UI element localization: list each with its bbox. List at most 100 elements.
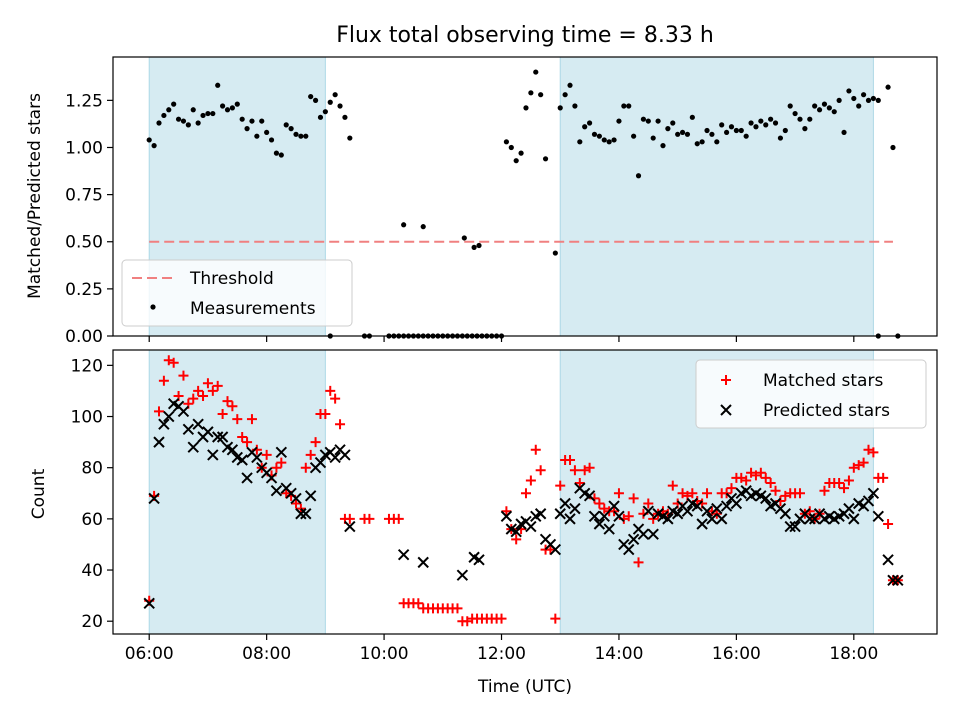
matched-star-point [232,414,243,425]
measurement-point [640,116,647,122]
predicted-star-point [715,513,728,525]
measurement-point [826,105,832,111]
measurement-point [890,144,896,151]
measurement-point [719,122,725,128]
predicted-star-point [554,508,566,520]
predicted-star-point [207,449,219,461]
predicted-star-point [202,426,214,438]
measurement-point [234,101,240,107]
measurement-point [601,137,607,143]
matched-star-point [858,457,869,468]
matched-star-point [217,408,228,419]
measurement-point [738,127,744,134]
matched-star-point [741,475,752,486]
predicted-star-point [148,492,160,505]
matched-star-point [168,357,179,368]
predicted-star-point [691,500,703,512]
matched-star-point [364,513,375,524]
matched-star-point [212,380,223,391]
measurement-point [567,82,573,88]
matched-star-point [207,385,218,396]
predicted-star-point [163,410,175,423]
measurement-point [268,137,275,143]
matched-star-point [609,506,620,517]
measurement-point [572,103,578,109]
measurement-point [807,116,813,122]
matched-star-point [819,485,830,496]
matched-star-point [227,401,238,412]
predicted-star-point [867,487,880,499]
measurement-point [875,97,881,103]
predicted-star-point [720,500,733,512]
measurement-point [679,129,686,136]
measurement-point [851,95,857,102]
measurement-point [777,135,784,141]
measurement-point [782,127,788,134]
predicted-star-point [241,472,253,484]
measurement-point [684,131,691,137]
predicted-star-point [789,520,801,533]
bottom-panel-ytick-label: 120 [71,356,103,376]
measurement-point [616,118,622,124]
matched-star-point [153,406,164,417]
measurement-point [185,122,191,128]
measurement-point [635,173,642,179]
legend-predicted-label: Predicted stars [763,401,890,421]
predicted-star-point [212,431,224,443]
measurement-point [699,139,705,145]
measurement-point [200,112,206,119]
matched-star-point [584,462,595,473]
bottom-panel-frame [112,349,938,635]
bottom-panel-xtick-label: 12:00 [477,644,526,664]
measurement-point [797,116,803,122]
predicted-star-point [534,508,547,520]
measurement-point [626,103,632,109]
matched-star-point [325,385,336,396]
matched-star-point [868,447,879,458]
measurement-point [723,129,730,136]
measurement-point [689,114,695,120]
predicted-star-point [456,569,469,581]
matched-star-point [242,437,253,448]
bottom-panel-xtick-label: 08:00 [242,644,291,664]
measurement-point [714,139,720,145]
measurement-point [865,97,872,103]
predicted-star-point [304,490,317,502]
measurement-point [420,224,426,230]
bottom-panel-xtick-label: 18:00 [829,644,878,664]
measurement-point [728,124,735,130]
bottom-panel: 20 40 60 80 100 120 06:00 08:00 10:00 12:00 14:00 1… [71,349,938,664]
matched-star-point [520,488,531,499]
predicted-star-point [588,510,601,523]
matched-star-point [330,393,341,404]
matched-star-point [295,503,306,514]
measurement-point [645,118,651,124]
predicted-star-point [251,451,263,464]
predicted-star-point [500,510,513,523]
matched-star-point [198,391,209,402]
measurement-point [861,92,867,98]
measurement-point [293,131,299,137]
predicted-star-point [143,597,155,610]
measurement-point [508,144,514,151]
top-panel-ytick-label: 0.50 [65,233,103,253]
predicted-star-point [339,449,351,461]
legend-measurements-swatch [150,304,156,310]
predicted-star-point [275,446,288,459]
matched-star-point [237,431,248,442]
bottom-legend-box [695,359,927,429]
measurement-point [596,133,602,139]
matched-star-point [452,603,463,614]
predicted-star-point [569,502,581,515]
predicted-star-point [583,490,596,502]
matched-star-point [545,544,556,555]
matched-star-point [525,475,536,486]
matched-star-point [770,485,781,496]
matched-star-point [178,370,189,381]
predicted-star-point [862,495,875,507]
bottom-panel-shaded-span-0 [148,349,326,635]
measurement-point [577,139,583,145]
matched-star-point [839,483,850,494]
matched-star-point [883,518,894,529]
predicted-star-point [314,456,327,469]
